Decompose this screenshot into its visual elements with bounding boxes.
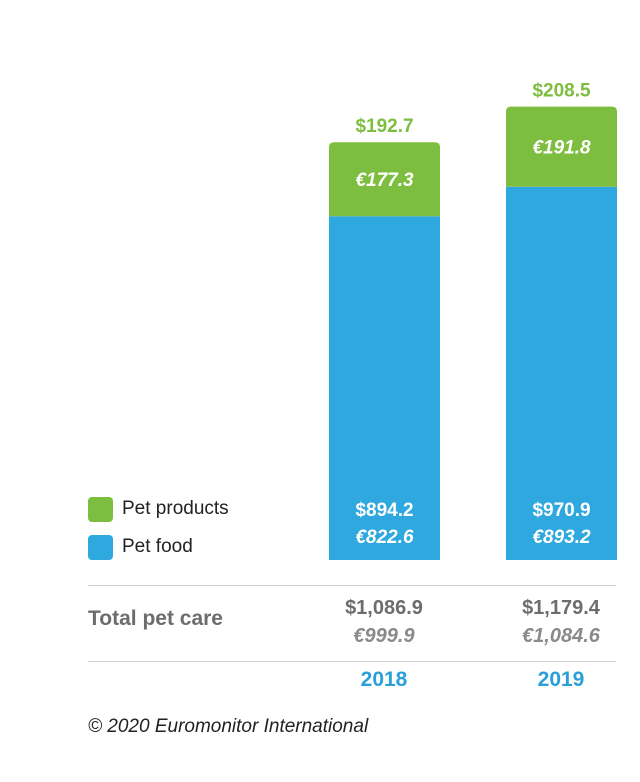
legend-label-pet-food: Pet food (122, 536, 193, 557)
total-2019: $1,179.4 €1,084.6 (491, 594, 631, 650)
label-pet-food-eur-2018: €822.6 (355, 527, 414, 548)
bar-pet-products-2018 (329, 142, 440, 217)
chart-plot: $192.7 €177.3 $894.2 €822.6 $208.5 €191.8 $970… (329, 81, 617, 560)
year-label-2018: 2018 (360, 668, 408, 691)
copyright: © 2020 Euromonitor International (88, 716, 369, 737)
total-usd-2019: $1,179.4 (522, 597, 600, 619)
legend-item-pet-products: Pet products (88, 496, 229, 522)
legend-label-pet-products: Pet products (122, 498, 229, 519)
label-pet-products-usd-2019: $208.5 (532, 81, 591, 102)
label-pet-products-eur-2018: €177.3 (355, 170, 414, 191)
total-eur-2018: €999.9 (353, 625, 415, 647)
bar-pet-food-2018 (329, 216, 440, 560)
total-2018: $1,086.9 €999.9 (314, 594, 454, 650)
label-pet-products-usd-2018: $192.7 (355, 116, 413, 137)
label-pet-food-usd-2019: $970.9 (532, 500, 590, 521)
label-pet-food-usd-2018: $894.2 (355, 500, 413, 521)
total-label: Total pet care (88, 607, 223, 630)
year-label-2019: 2019 (537, 668, 585, 691)
total-eur-2019: €1,084.6 (522, 625, 600, 647)
legend-swatch-pet-products (88, 496, 113, 522)
legend: Pet products Pet food (88, 496, 229, 572)
total-usd-2018: $1,086.9 (345, 597, 423, 619)
legend-swatch-pet-food (88, 534, 113, 560)
label-pet-food-eur-2019: €893.2 (532, 527, 591, 548)
bottom-divider (88, 661, 616, 662)
bar-pet-products-2019 (506, 106, 617, 187)
top-divider (88, 585, 616, 586)
label-pet-products-eur-2019: €191.8 (532, 138, 591, 159)
legend-item-pet-food: Pet food (88, 534, 229, 560)
bar-pet-food-2019 (506, 186, 617, 560)
